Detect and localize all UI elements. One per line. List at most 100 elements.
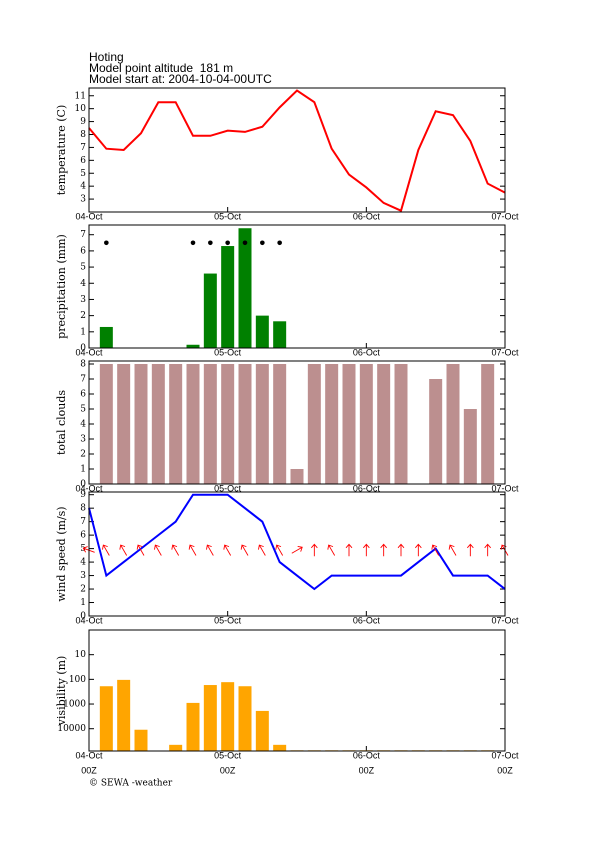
x-tick-sublabel: 00Z bbox=[497, 765, 513, 775]
precip-marker bbox=[190, 240, 196, 246]
y-axis-label: wind speed (m/s) bbox=[55, 506, 68, 601]
plot-frame bbox=[88, 224, 506, 349]
bar bbox=[186, 364, 200, 484]
y-tick-label: 1 bbox=[80, 465, 86, 475]
y-tick-label: 7 bbox=[80, 143, 86, 153]
bar bbox=[99, 326, 113, 348]
bar bbox=[307, 364, 321, 484]
bar bbox=[186, 702, 200, 751]
plot-frame bbox=[88, 491, 506, 617]
bar bbox=[117, 364, 131, 484]
x-tick-label: 07-Oct bbox=[491, 211, 519, 221]
y-tick-label: 10 bbox=[75, 104, 87, 114]
arrow-shape bbox=[345, 543, 353, 557]
precip-marker bbox=[242, 240, 248, 246]
bar bbox=[255, 710, 269, 751]
model-start: Model start at: 2004-10-04-00UTC bbox=[89, 72, 272, 86]
x-tick-label: 04-Oct bbox=[75, 750, 103, 760]
x-tick-label: 06-Oct bbox=[353, 750, 381, 760]
bar bbox=[203, 273, 217, 348]
bar bbox=[99, 364, 113, 484]
y-tick-label: 1000 bbox=[63, 700, 86, 710]
y-tick-label: 5 bbox=[80, 263, 86, 273]
x-tick-label: 06-Oct bbox=[353, 211, 381, 221]
x-tick-sublabel: 00Z bbox=[359, 765, 375, 775]
y-tick-label: 11 bbox=[75, 91, 86, 101]
bar bbox=[117, 679, 131, 751]
arrow-shape bbox=[362, 543, 370, 557]
bar bbox=[463, 409, 477, 484]
y-axis-label: temperature (C) bbox=[55, 105, 68, 196]
arrow-shape bbox=[119, 544, 128, 556]
x-tick-label: 07-Oct bbox=[491, 483, 519, 493]
arrow-shape bbox=[397, 543, 405, 557]
line bbox=[88, 89, 506, 213]
arrow-shape bbox=[310, 543, 318, 557]
bar bbox=[238, 686, 252, 751]
wind-arrow bbox=[119, 544, 128, 556]
y-tick-label: 5 bbox=[80, 169, 86, 179]
x-tick-label: 06-Oct bbox=[353, 483, 381, 493]
station-name: Hoting bbox=[89, 50, 124, 64]
y-tick-label: 6 bbox=[80, 531, 86, 541]
y-tick-label: 8 bbox=[80, 130, 86, 140]
wind-arrow bbox=[291, 545, 303, 554]
y-tick-label: 4 bbox=[80, 558, 86, 568]
bar bbox=[325, 364, 339, 484]
wind-arrow bbox=[154, 544, 162, 556]
arrow-shape bbox=[154, 544, 162, 556]
y-tick-label: 8 bbox=[80, 504, 86, 514]
x-tick-label: 05-Oct bbox=[214, 211, 242, 221]
y-tick-label: 6 bbox=[80, 246, 86, 256]
x-tick-sublabel: 00Z bbox=[220, 765, 236, 775]
x-tick-label: 04-Oct bbox=[75, 615, 103, 625]
y-tick-label: 6 bbox=[80, 156, 86, 166]
y-tick-label: 0 bbox=[80, 480, 86, 490]
wind-arrow bbox=[414, 543, 422, 557]
y-tick-label: 3 bbox=[80, 571, 86, 581]
bar bbox=[169, 744, 183, 751]
wind-arrow bbox=[206, 544, 214, 556]
bar bbox=[429, 379, 443, 484]
arrow-shape bbox=[327, 544, 336, 556]
bar bbox=[221, 682, 235, 751]
bar bbox=[221, 246, 235, 348]
bar bbox=[169, 364, 183, 484]
altitude: Model point altitude 181 m bbox=[89, 61, 233, 75]
bar bbox=[273, 364, 287, 484]
bar bbox=[273, 321, 287, 348]
wind-arrow bbox=[240, 544, 249, 556]
bar bbox=[151, 364, 165, 484]
wind-arrow bbox=[448, 544, 457, 556]
bar bbox=[273, 744, 287, 751]
wind-arrow bbox=[275, 544, 284, 556]
wind-arrow bbox=[136, 544, 145, 556]
bar bbox=[203, 364, 217, 484]
precip-marker bbox=[208, 240, 213, 246]
x-tick-label: 06-Oct bbox=[353, 615, 381, 625]
wind-arrow bbox=[223, 544, 232, 556]
arrow-shape bbox=[240, 544, 249, 556]
y-tick-label: 3 bbox=[80, 195, 86, 205]
wind-arrow bbox=[484, 543, 492, 557]
x-tick-label: 04-Oct bbox=[75, 347, 103, 357]
wind-arrow bbox=[188, 544, 197, 556]
x-tick-label: 05-Oct bbox=[214, 750, 242, 760]
wind-arrow bbox=[310, 543, 318, 557]
wind-arrow bbox=[345, 543, 353, 557]
arrow-shape bbox=[136, 544, 145, 556]
wind-arrow bbox=[397, 543, 405, 557]
credit: © SEWA -weather bbox=[89, 779, 173, 789]
y-tick-label: 1 bbox=[80, 598, 86, 608]
x-tick-label: 05-Oct bbox=[214, 615, 242, 625]
precip-marker bbox=[225, 240, 230, 246]
bar bbox=[255, 364, 269, 484]
y-tick-label: 2 bbox=[80, 450, 86, 460]
y-tick-label: 7 bbox=[80, 230, 86, 240]
arrow-shape bbox=[258, 544, 266, 556]
bar bbox=[377, 364, 391, 484]
bar bbox=[238, 364, 252, 484]
arrow-shape bbox=[484, 543, 492, 557]
precip-marker bbox=[104, 240, 109, 246]
